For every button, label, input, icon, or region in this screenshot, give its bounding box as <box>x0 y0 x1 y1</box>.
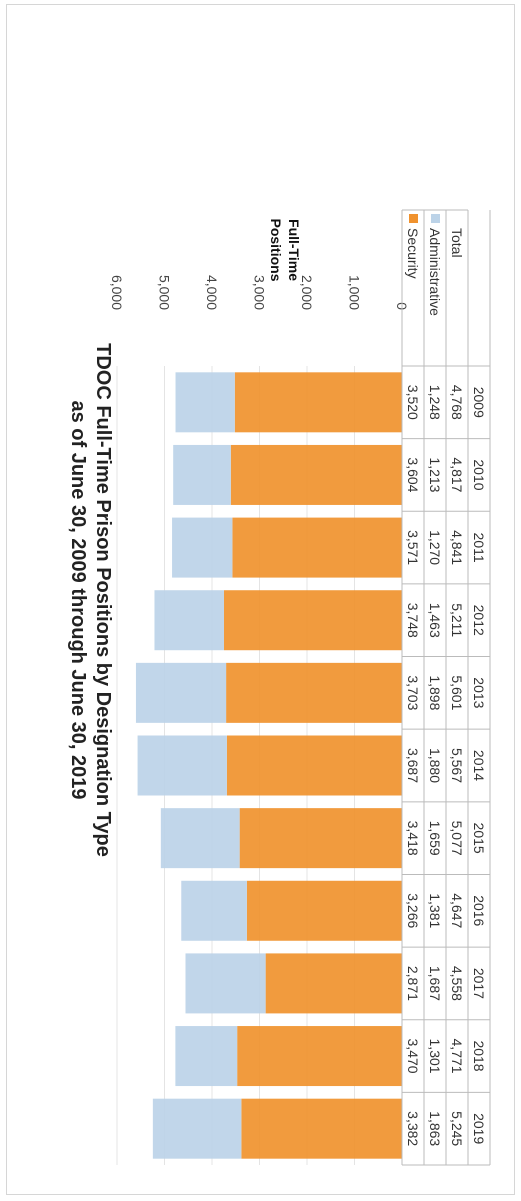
x-tick-label: 2016 <box>471 895 487 926</box>
data-label: 1,381 <box>427 893 443 928</box>
data-label: 2,871 <box>405 966 421 1001</box>
bar-security-2015 <box>239 808 402 869</box>
bar-security-2019 <box>241 1098 402 1159</box>
data-label: 1,863 <box>427 1111 443 1146</box>
bar-administrative-2009 <box>175 372 235 433</box>
x-tick-label: 2009 <box>471 387 487 418</box>
x-tick-label: 2015 <box>471 823 487 854</box>
y-tick-label: 2,000 <box>299 275 315 310</box>
bar-administrative-2011 <box>172 517 233 578</box>
bar-administrative-2014 <box>137 735 227 796</box>
table-row-label: Administrative <box>427 228 443 316</box>
data-label: 4,841 <box>449 530 465 565</box>
data-label: 3,748 <box>405 603 421 638</box>
x-tick-label: 2012 <box>471 605 487 636</box>
bar-security-2011 <box>232 517 402 578</box>
x-tick-label: 2019 <box>471 1113 487 1144</box>
data-label: 4,558 <box>449 966 465 1001</box>
data-label: 1,898 <box>427 675 443 710</box>
data-label: 3,266 <box>405 893 421 928</box>
bar-security-2014 <box>226 735 402 796</box>
data-label: 3,571 <box>405 530 421 565</box>
bar-security-2013 <box>226 662 402 723</box>
data-label: 1,687 <box>427 966 443 1001</box>
data-label: 3,520 <box>405 385 421 420</box>
data-label: 3,703 <box>405 675 421 710</box>
data-label: 1,270 <box>427 530 443 565</box>
bar-administrative-2012 <box>154 590 224 651</box>
data-label: 5,211 <box>449 603 465 637</box>
data-label: 4,647 <box>449 893 465 928</box>
x-tick-label: 2013 <box>471 677 487 708</box>
data-label: 3,687 <box>405 748 421 783</box>
data-label: 1,301 <box>427 1039 443 1074</box>
data-label: 5,245 <box>449 1111 465 1146</box>
data-label: 4,817 <box>449 457 465 492</box>
bar-administrative-2019 <box>152 1098 242 1159</box>
data-label: 5,601 <box>449 675 465 710</box>
bar-security-2016 <box>246 880 402 941</box>
y-tick-label: 3,000 <box>252 275 268 310</box>
bar-security-2012 <box>223 590 402 651</box>
bar-administrative-2013 <box>135 662 227 723</box>
table-row-label: Total <box>449 228 465 258</box>
scan-frame <box>6 4 515 1195</box>
y-tick-label: 1,000 <box>347 275 363 310</box>
chart-subtitle: as of June 30, 2009 through June 30, 201… <box>67 400 89 799</box>
bar-administrative-2017 <box>185 953 266 1014</box>
data-label: 1,659 <box>427 821 443 856</box>
data-label: 4,771 <box>449 1039 465 1074</box>
legend-swatch-administrative <box>431 214 440 223</box>
data-label: 3,470 <box>405 1039 421 1074</box>
table-row-label: Security <box>405 228 421 279</box>
bar-administrative-2016 <box>181 880 247 941</box>
x-tick-label: 2014 <box>471 750 487 781</box>
data-label: 1,880 <box>427 748 443 783</box>
bar-administrative-2018 <box>175 1026 238 1087</box>
x-tick-label: 2010 <box>471 459 487 490</box>
bar-security-2017 <box>265 953 402 1014</box>
x-tick-label: 2017 <box>471 968 487 999</box>
legend-swatch-security <box>409 214 418 223</box>
bar-administrative-2015 <box>160 808 240 869</box>
data-label: 1,248 <box>427 385 443 420</box>
y-tick-label: 5,000 <box>157 275 173 310</box>
bar-administrative-2010 <box>173 444 231 505</box>
y-tick-label: 6,000 <box>109 275 125 310</box>
data-label: 1,463 <box>427 603 443 638</box>
bar-security-2018 <box>237 1026 402 1087</box>
data-label: 3,382 <box>405 1111 421 1146</box>
y-tick-label: 4,000 <box>204 275 220 310</box>
data-label: 1,213 <box>427 457 443 492</box>
data-label: 3,604 <box>405 457 421 492</box>
bars <box>135 372 402 1159</box>
data-label: 4,768 <box>449 385 465 420</box>
data-label: 5,567 <box>449 748 465 783</box>
data-label: 3,418 <box>405 821 421 856</box>
bar-security-2010 <box>230 444 402 505</box>
data-table: 2009 2010 2011 2012 2013 2014 2015 2016 2017 2018… <box>401 209 491 1166</box>
y-axis-label-line: Full-Time <box>286 219 302 281</box>
x-tick-label: 2011 <box>471 533 487 563</box>
bar-security-2009 <box>234 372 402 433</box>
chart-title: TDOC Full-Time Prison Positions by Desig… <box>92 343 114 857</box>
data-label: 5,077 <box>449 821 465 856</box>
y-axis-label-line: Positions <box>268 218 284 281</box>
x-tick-label: 2018 <box>471 1040 487 1071</box>
